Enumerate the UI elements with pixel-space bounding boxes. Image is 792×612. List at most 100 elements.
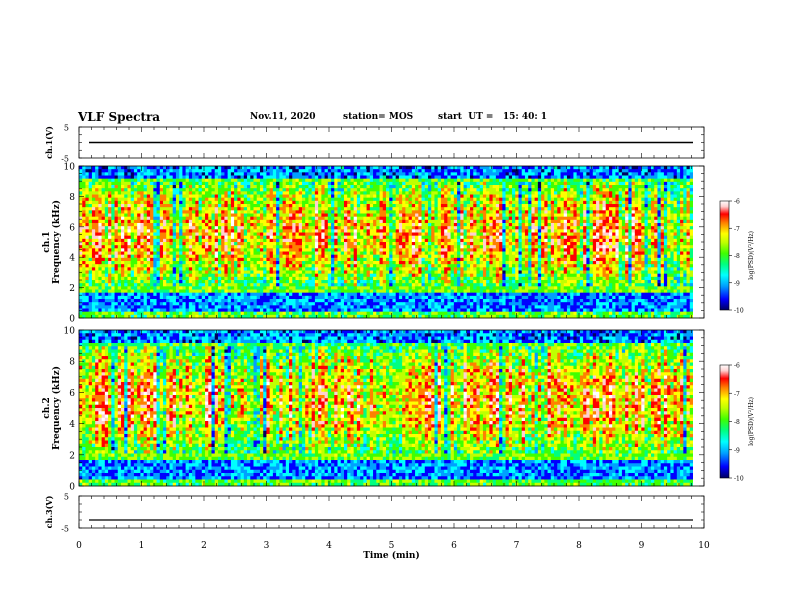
spectrogram-cell (334, 270, 338, 274)
spectrogram-cell (334, 175, 338, 179)
spectrogram-cell (324, 286, 329, 290)
spectrogram-cell (108, 229, 112, 233)
spectrogram-cell (398, 172, 403, 176)
spectrogram-cell (143, 185, 148, 189)
spectrogram-cell (237, 276, 241, 281)
spectrogram-cell (392, 267, 396, 271)
spectrogram-cell (318, 197, 322, 202)
spectrogram-cell (395, 289, 400, 293)
spectrogram-cell (243, 210, 248, 214)
spectrogram-cell (137, 251, 141, 255)
spectrogram-cell (331, 210, 335, 214)
spectrogram-cell (133, 308, 138, 312)
spectrogram-cell (298, 242, 303, 246)
spectrogram-cell (376, 264, 380, 268)
spectrogram-cell (373, 257, 377, 262)
spectrogram-cell (314, 188, 319, 192)
spectrogram-cell (130, 302, 135, 306)
spectrogram-cell (334, 248, 338, 252)
spectrogram-cell (398, 235, 403, 240)
spectrogram-cell (224, 302, 228, 306)
spectrogram-cell (166, 289, 170, 293)
spectrogram-cell (243, 216, 248, 221)
spectrogram-cell (318, 213, 322, 217)
spectrogram-cell (392, 292, 396, 297)
spectrogram-cell (130, 264, 135, 268)
spectrogram-cell (150, 232, 154, 236)
spectrogram-cell (250, 273, 254, 278)
spectrogram-cell (327, 248, 332, 252)
spectrogram-cell (269, 314, 274, 319)
spectrogram-cell (224, 251, 228, 255)
spectrogram-cell (363, 251, 367, 255)
spectrogram-cell (124, 178, 128, 183)
spectrogram-cell (114, 248, 119, 252)
spectrogram-cell (146, 191, 151, 195)
spectrogram-cell (356, 254, 361, 259)
spectrogram-cell (124, 226, 128, 230)
spectrogram-cell (153, 251, 157, 255)
spectrogram-cell (205, 280, 209, 284)
spectrogram-cell (124, 280, 128, 284)
spectrogram-cell (343, 235, 348, 240)
spectrogram-cell (198, 289, 203, 293)
spectrogram-cell (366, 248, 371, 252)
spectrogram-cell (224, 226, 228, 230)
spectrogram-cell (243, 178, 248, 183)
spectrogram-cell (169, 181, 174, 186)
spectrogram-cell (185, 314, 190, 319)
spectrogram-cell (259, 261, 264, 265)
spectrogram-cell (308, 219, 312, 224)
spectrogram-cell (114, 213, 119, 217)
spectrogram-cell (85, 226, 89, 230)
spectrogram-cell (250, 166, 254, 170)
spectrogram-cell (224, 200, 228, 205)
spectrogram-cell (402, 216, 406, 221)
spectrogram-cell (369, 286, 374, 290)
spectrogram-cell (146, 251, 151, 255)
spectrogram-cell (150, 248, 154, 252)
spectrogram-cell (146, 194, 151, 198)
spectrogram-cell (192, 200, 196, 205)
spectrogram-cell (343, 245, 348, 249)
spectrogram-cell (192, 314, 196, 319)
spectrogram-cell (82, 197, 86, 202)
spectrogram-cell (208, 299, 212, 303)
spectrogram-cell (227, 289, 232, 293)
spectrogram-cell (347, 216, 351, 221)
spectrogram-cell (234, 273, 238, 278)
spectrogram-cell (321, 305, 325, 309)
spectrogram-cell (311, 292, 316, 297)
spectrogram-cell (350, 219, 354, 224)
spectrogram-cell (114, 292, 119, 297)
spectrogram-cell (198, 251, 203, 255)
spectrogram-cell (208, 292, 212, 297)
spectrogram-cell (253, 248, 258, 252)
spectrogram-cell (117, 238, 122, 243)
spectrogram-cell (347, 292, 351, 297)
spectrogram-cell (398, 283, 403, 287)
spectrogram-cell (247, 280, 251, 284)
spectrogram-cell (337, 197, 342, 202)
spectrogram-cell (211, 242, 216, 246)
spectrogram-cell (188, 270, 193, 274)
spectrogram-cell (402, 229, 406, 233)
spectrogram-cell (301, 261, 306, 265)
spectrogram-cell (360, 251, 364, 255)
spectrogram-cell (382, 289, 387, 293)
spectrogram-cell (98, 226, 102, 230)
spectrogram-cell (266, 194, 270, 198)
spectrogram-cell (130, 295, 135, 300)
spectrogram-cell (159, 267, 164, 271)
spectrogram-cell (127, 245, 131, 249)
spectrogram-cell (143, 251, 148, 255)
spectrogram-cell (227, 216, 232, 221)
spectrogram-cell (402, 283, 406, 287)
spectrogram-cell (353, 238, 358, 243)
spectrogram-cell (308, 226, 312, 230)
spectrogram-cell (318, 175, 322, 179)
spectrogram-cell (386, 229, 390, 233)
spectrogram-cell (169, 197, 174, 202)
spectrogram-cell (188, 286, 193, 290)
spectrogram-cell (156, 188, 161, 192)
